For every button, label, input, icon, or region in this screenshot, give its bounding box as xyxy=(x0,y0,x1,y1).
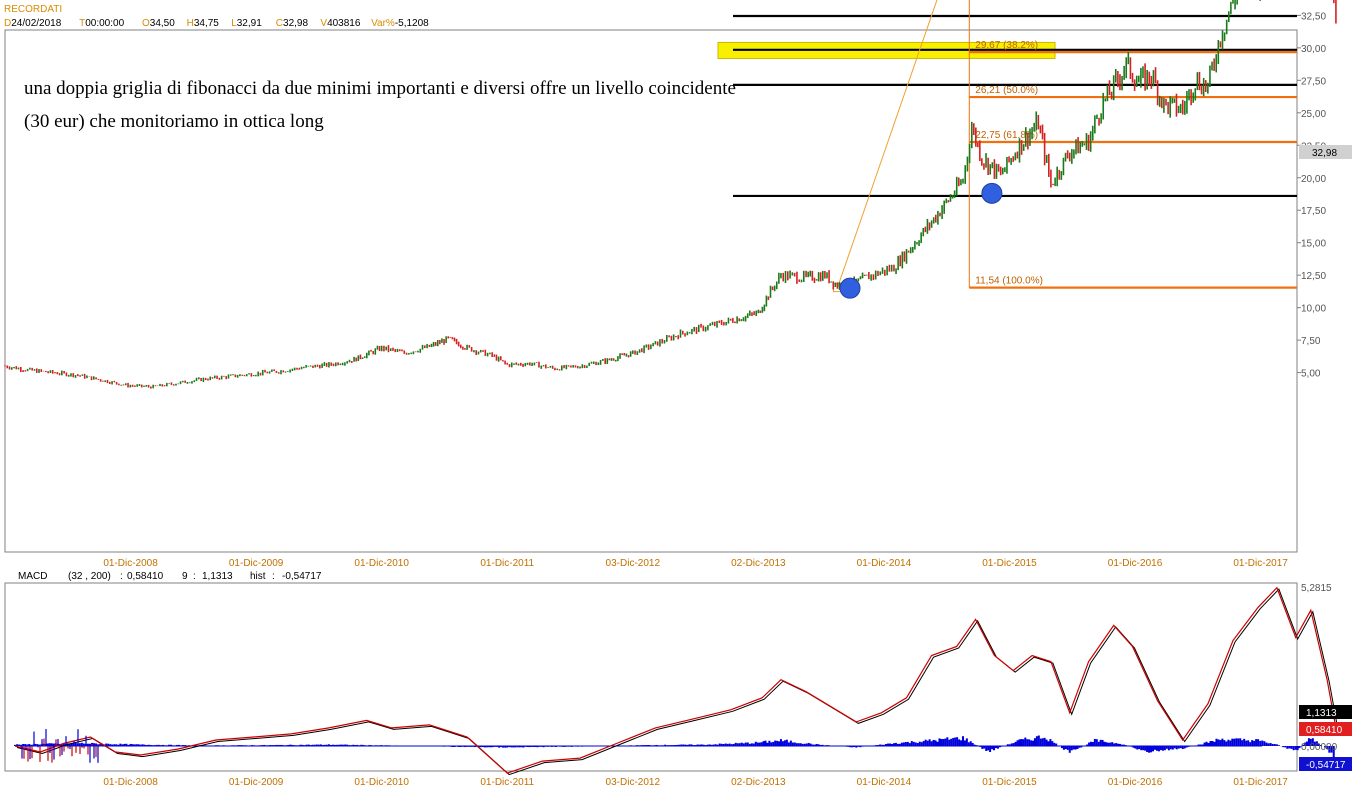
y-tick-label: 27,50 xyxy=(1301,76,1326,87)
header-field-4: L32,91 xyxy=(231,18,262,29)
macd-panel: 5,2815 0,00000 01-Dic-2008 01-Dic-2009 01-Di… xyxy=(14,583,1352,788)
macd-x-tick-label: 01-Dic-2009 xyxy=(229,777,284,788)
macd-x-tick-label: 02-Dic-2013 xyxy=(731,777,786,788)
x-tick-label: 01-Dic-2016 xyxy=(1108,558,1163,569)
ohlc-header-row: D24/02/2018 T00:00:00 O34,50 H34,75 L32,91 C3… xyxy=(4,18,429,29)
price-panel-frame xyxy=(4,29,1298,553)
swing-low-marker xyxy=(981,182,1003,204)
macd-header-field-4: 9 xyxy=(182,571,188,582)
y-tick-label: 17,50 xyxy=(1301,206,1326,217)
macd-y-tick-label: 0,00000 xyxy=(1301,742,1338,753)
macd-x-tick-label: 01-Dic-2008 xyxy=(103,777,158,788)
last-price-badge xyxy=(1299,145,1352,159)
y-tick-label: 5,00 xyxy=(1301,369,1321,380)
macd-x-tick-label: 01-Dic-2016 xyxy=(1108,777,1163,788)
header-field-5: C32,98 xyxy=(276,18,309,29)
macd-header-row: MACD (32 , 200):0,58410 9:1,1313 hist: -0,54… xyxy=(18,571,322,582)
macd-x-tick-label: 01-Dic-2011 xyxy=(480,777,534,788)
x-tick-label: 03-Dic-2012 xyxy=(606,558,661,569)
x-tick-label: 01-Dic-2017 xyxy=(1233,558,1288,569)
x-tick-label: 01-Dic-2009 xyxy=(229,558,284,569)
macd-value-badge-label: -0,54717 xyxy=(1306,760,1346,771)
symbol-title: RECORDATI xyxy=(4,4,62,15)
header-field-6: V403816 xyxy=(320,18,360,29)
macd-x-tick-label: 03-Dic-2012 xyxy=(606,777,661,788)
macd-header-field-2: : xyxy=(120,571,123,582)
macd-y-tick-label: 5,2815 xyxy=(1301,583,1332,594)
y-tick-label: 15,00 xyxy=(1301,239,1326,250)
x-tick-label: 01-Dic-2015 xyxy=(982,558,1037,569)
fib-level-label: 29,67 (38.2%) xyxy=(975,40,1038,51)
macd-header-field-0: MACD xyxy=(18,571,47,582)
macd-x-tick-label: 01-Dic-2010 xyxy=(354,777,409,788)
macd-x-tick-label: 01-Dic-2017 xyxy=(1233,777,1288,788)
y-tick-label: 30,00 xyxy=(1301,44,1326,55)
x-tick-label: 01-Dic-2014 xyxy=(857,558,912,569)
x-tick-label: 01-Dic-2008 xyxy=(103,558,158,569)
macd-header-field-8: : xyxy=(272,571,275,582)
macd-header-field-6: 1,1313 xyxy=(202,571,233,582)
annotation-line-1: una doppia griglia di fibonacci da due m… xyxy=(24,78,736,99)
macd-value-badge-label: 0,58410 xyxy=(1306,725,1343,736)
x-tick-label: 01-Dic-2011 xyxy=(480,558,534,569)
y-tick-label: 32,50 xyxy=(1301,11,1326,22)
y-tick-label: 10,00 xyxy=(1301,304,1326,315)
price-panel: 5,007,5010,0012,5015,0017,5020,0022,5025… xyxy=(4,0,1352,569)
macd-value-badge xyxy=(1299,705,1352,719)
fib-level-label: 26,21 (50.0%) xyxy=(975,85,1038,96)
annotation-line-2: (30 eur) che monitoriamo in ottica long xyxy=(24,111,324,132)
macd-value-badge xyxy=(1299,722,1352,736)
header-field-1: T00:00:00 xyxy=(79,18,124,29)
macd-header-field-3: 0,58410 xyxy=(127,571,164,582)
y-tick-label: 25,00 xyxy=(1301,109,1326,120)
header-field-2: O34,50 xyxy=(142,18,175,29)
header-field-7: Var%-5,1208 xyxy=(371,18,429,29)
last-price-label: 32,98 xyxy=(1312,148,1337,159)
fib-anchor-line xyxy=(836,0,938,288)
macd-value-badge-label: 1,1313 xyxy=(1306,708,1337,719)
macd-x-tick-label: 01-Dic-2015 xyxy=(982,777,1037,788)
swing-low-marker xyxy=(839,277,861,299)
fib-level-label: 22,75 (61.8%) xyxy=(975,130,1038,141)
fib-level-label: 11,54 (100.0%) xyxy=(975,276,1043,287)
y-tick-label: 7,50 xyxy=(1301,336,1321,347)
header-field-3: H34,75 xyxy=(187,18,220,29)
macd-x-tick-label: 01-Dic-2014 xyxy=(857,777,912,788)
macd-line xyxy=(14,586,1337,774)
header-field-0: D24/02/2018 xyxy=(4,18,62,29)
x-tick-label: 02-Dic-2013 xyxy=(731,558,786,569)
macd-early-noise xyxy=(21,729,101,763)
x-tick-label: 01-Dic-2010 xyxy=(354,558,409,569)
macd-header-field-5: : xyxy=(193,571,196,582)
macd-header-field-9: -0,54717 xyxy=(282,571,322,582)
y-tick-label: 12,50 xyxy=(1301,271,1326,282)
macd-value-badge xyxy=(1299,757,1352,771)
macd-header-field-1: (32 , 200) xyxy=(68,571,111,582)
y-tick-label: 20,00 xyxy=(1301,174,1326,185)
macd-header-field-7: hist xyxy=(250,571,266,582)
